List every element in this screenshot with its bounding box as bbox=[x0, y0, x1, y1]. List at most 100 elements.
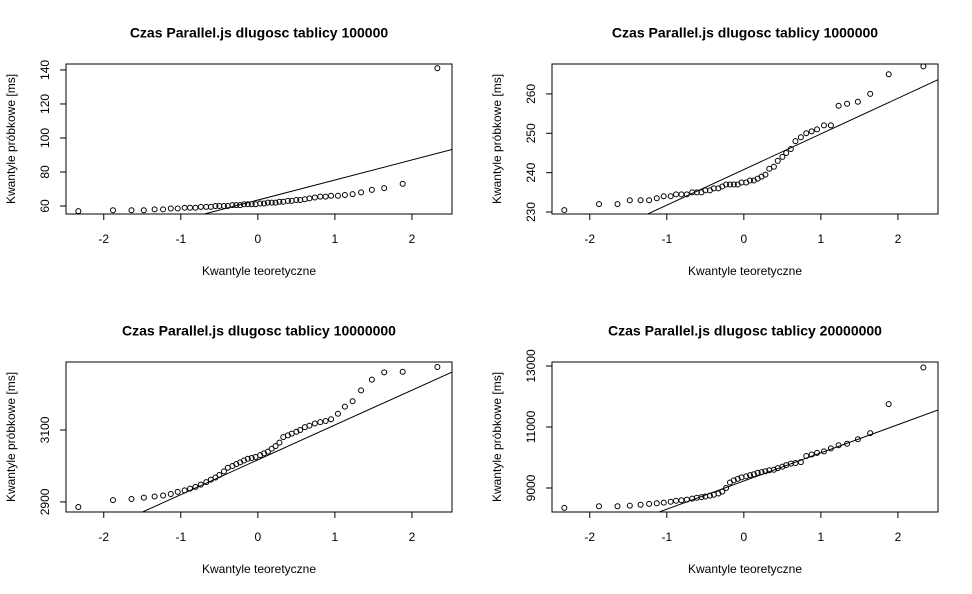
x-axis-label: Kwantyle teoretyczne bbox=[688, 562, 802, 576]
point bbox=[434, 65, 441, 72]
point bbox=[747, 177, 754, 184]
point bbox=[792, 138, 799, 145]
point bbox=[293, 197, 300, 204]
point bbox=[706, 492, 713, 499]
point bbox=[297, 426, 304, 433]
point bbox=[368, 186, 375, 193]
point bbox=[317, 419, 324, 426]
chart-title: Czas Parallel.js dlugosc tablicy 1000000 bbox=[612, 25, 878, 41]
point bbox=[820, 448, 827, 455]
point bbox=[109, 497, 116, 504]
point bbox=[220, 203, 227, 210]
x-tick-label: -2 bbox=[98, 530, 109, 544]
point bbox=[734, 475, 741, 482]
point bbox=[264, 448, 271, 455]
x-tick-label: -1 bbox=[661, 530, 672, 544]
point bbox=[237, 202, 244, 209]
x-tick-label: 0 bbox=[741, 530, 748, 544]
point bbox=[240, 201, 247, 208]
point bbox=[678, 497, 685, 504]
point bbox=[660, 193, 667, 200]
point bbox=[754, 469, 761, 476]
point bbox=[827, 122, 834, 129]
point bbox=[667, 498, 674, 505]
point bbox=[322, 193, 329, 200]
plot-frame bbox=[551, 361, 939, 513]
y-tick-label: 13000 bbox=[524, 349, 538, 383]
point bbox=[653, 195, 660, 202]
point bbox=[181, 204, 188, 211]
point bbox=[867, 430, 874, 437]
x-tick-label: -2 bbox=[584, 232, 595, 246]
point bbox=[197, 481, 204, 488]
point bbox=[229, 202, 236, 209]
point bbox=[75, 503, 82, 510]
point bbox=[248, 455, 255, 462]
point bbox=[75, 208, 82, 215]
point bbox=[730, 477, 737, 484]
chart-title: Czas Parallel.js dlugosc tablicy 2000000… bbox=[608, 323, 882, 339]
point bbox=[192, 204, 199, 211]
plot-frame bbox=[65, 361, 453, 513]
point bbox=[673, 497, 680, 504]
point bbox=[261, 200, 268, 207]
x-tick-label: 2 bbox=[895, 232, 902, 246]
point bbox=[835, 442, 842, 449]
x-tick-label: -1 bbox=[661, 232, 672, 246]
point bbox=[797, 459, 804, 466]
x-tick-label: 1 bbox=[332, 530, 339, 544]
point bbox=[306, 422, 313, 429]
point bbox=[787, 146, 794, 153]
point bbox=[220, 468, 227, 475]
y-axis-label: Kwantyle próbkowe [ms] bbox=[4, 372, 18, 502]
point bbox=[276, 198, 283, 205]
point bbox=[174, 488, 181, 495]
point bbox=[216, 471, 223, 478]
point bbox=[797, 134, 804, 141]
point bbox=[187, 485, 194, 492]
x-tick-label: -1 bbox=[175, 530, 186, 544]
point bbox=[678, 191, 685, 198]
x-tick-label: 0 bbox=[741, 232, 748, 246]
point bbox=[653, 500, 660, 507]
panel: Czas Parallel.js dlugosc tablicy 1000000… bbox=[4, 323, 453, 576]
point bbox=[719, 488, 726, 495]
point bbox=[334, 192, 341, 199]
point bbox=[109, 207, 116, 214]
y-tick-label: 240 bbox=[524, 162, 538, 182]
point bbox=[770, 466, 777, 473]
point bbox=[626, 502, 633, 509]
y-tick-label: 230 bbox=[524, 202, 538, 222]
point bbox=[341, 191, 348, 198]
point bbox=[750, 471, 757, 478]
point bbox=[920, 63, 927, 70]
point bbox=[820, 122, 827, 129]
point bbox=[614, 503, 621, 510]
point bbox=[683, 496, 690, 503]
point bbox=[770, 163, 777, 170]
point bbox=[284, 197, 291, 204]
point bbox=[233, 202, 240, 209]
point bbox=[264, 199, 271, 206]
point bbox=[614, 201, 621, 208]
point bbox=[803, 452, 810, 459]
point bbox=[637, 501, 644, 508]
y-tick-label: 2900 bbox=[38, 488, 52, 515]
point bbox=[683, 191, 690, 198]
reference-line bbox=[141, 371, 452, 512]
point bbox=[747, 472, 754, 479]
point bbox=[827, 445, 834, 452]
y-tick-label: 250 bbox=[524, 123, 538, 143]
point bbox=[779, 463, 786, 470]
point bbox=[561, 207, 568, 214]
point bbox=[151, 206, 158, 213]
point bbox=[803, 130, 810, 137]
point bbox=[349, 191, 356, 198]
point bbox=[854, 436, 861, 443]
point bbox=[646, 500, 653, 507]
point bbox=[758, 469, 765, 476]
point bbox=[814, 126, 821, 133]
chart-title: Czas Parallel.js dlugosc tablicy 1000000… bbox=[122, 323, 396, 339]
point bbox=[723, 484, 730, 491]
